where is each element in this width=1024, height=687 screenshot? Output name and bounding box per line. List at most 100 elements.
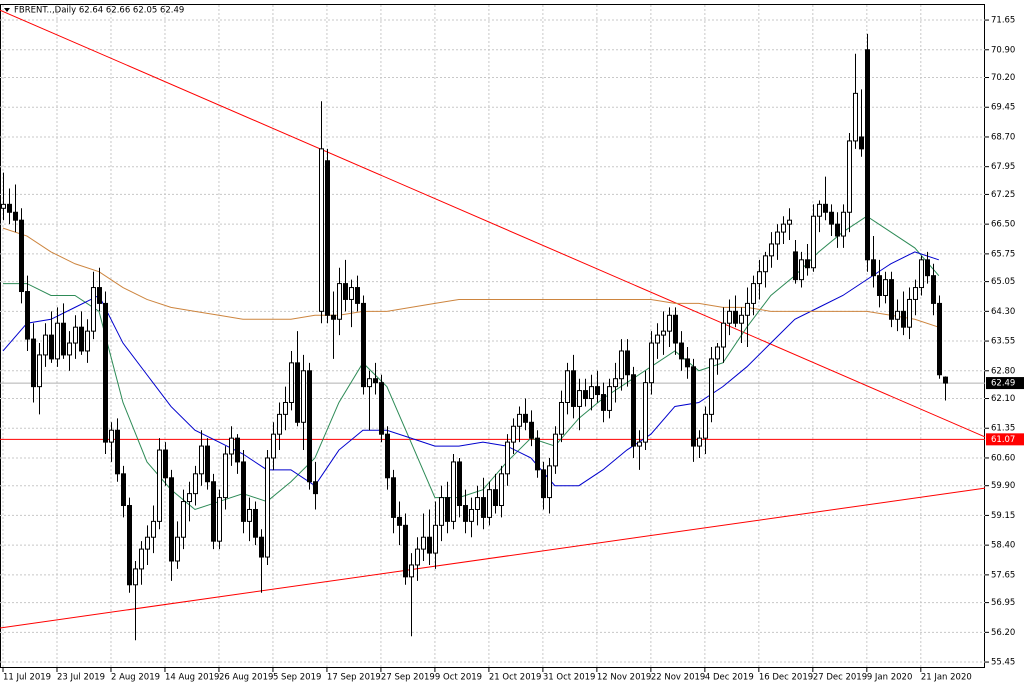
candle-body (475, 497, 480, 510)
candle-body (709, 358, 714, 415)
candle-body (229, 437, 234, 455)
x-tick-label: 27 Dec 2019 (813, 673, 867, 683)
level-label: 61.07 (991, 435, 1015, 445)
candle-body (679, 342, 684, 360)
y-tick-label: 56.95 (991, 598, 1015, 608)
candle-body (247, 508, 252, 522)
candle-body (583, 390, 588, 400)
candle-body (403, 524, 408, 578)
candle-body (925, 259, 930, 277)
candle-body (613, 378, 618, 388)
candle-body (313, 481, 318, 495)
candle-body (301, 370, 306, 423)
candle-body (913, 287, 918, 300)
y-tick-label: 64.30 (991, 307, 1015, 317)
candle-body (535, 437, 540, 471)
candle-body (889, 279, 894, 320)
candle-body (847, 140, 852, 213)
candle-body (655, 334, 660, 344)
y-tick-label: 62.10 (991, 394, 1015, 404)
candle-body (571, 370, 576, 407)
x-tick-label: 21 Oct 2019 (489, 673, 542, 683)
candle-body (511, 425, 516, 443)
candle-body (55, 322, 60, 360)
candle-body (91, 287, 96, 332)
candle-body (223, 453, 228, 499)
x-tick-label: 27 Sep 2019 (381, 673, 435, 683)
y-tick-label: 67.95 (991, 162, 1015, 172)
candle-body (73, 326, 78, 344)
candle-body (385, 433, 390, 479)
candle-body (397, 516, 402, 526)
x-tick-label: 11 Jul 2019 (3, 673, 51, 683)
y-tick-label: 58.40 (991, 541, 1015, 551)
candle-body (217, 497, 222, 542)
candle-body (751, 283, 756, 304)
candle-body (865, 49, 870, 261)
candle-body (37, 354, 42, 388)
x-tick-label: 14 Aug 2019 (165, 673, 219, 683)
candle-body (781, 223, 786, 233)
candle-body (517, 413, 522, 427)
candle-body (907, 298, 912, 328)
candle-body (355, 287, 360, 304)
candle-body (235, 437, 240, 463)
candle-body (145, 536, 150, 550)
candle-body (577, 390, 582, 407)
candle-body (253, 508, 258, 538)
trendline (0, 487, 986, 629)
candle-body (199, 445, 204, 475)
candle-body (661, 330, 666, 336)
candle-body (673, 314, 678, 344)
candle-body (631, 374, 636, 447)
candle-body (463, 505, 468, 522)
candle-body (481, 497, 486, 518)
x-tick-label: 21 Jan 2020 (921, 673, 972, 683)
candle-body (559, 401, 564, 435)
candle-body (589, 386, 594, 400)
candle-body (529, 421, 534, 439)
moving-average (2, 227, 939, 328)
candle-body (799, 259, 804, 281)
candle-body (721, 322, 726, 348)
candle-body (67, 342, 72, 356)
candle-body (259, 536, 264, 558)
candle-body (445, 497, 450, 522)
y-tick-label: 61.35 (991, 424, 1015, 434)
x-tick-label: 9 Oct 2019 (435, 673, 482, 683)
candle-body (421, 536, 426, 550)
candle-body (25, 291, 30, 340)
candle-body (937, 302, 942, 376)
candle-body (319, 148, 324, 312)
candle-body (139, 548, 144, 570)
candle-body (787, 219, 792, 225)
candle-body (307, 370, 312, 483)
candle-body (337, 283, 342, 320)
y-tick-label: 62.80 (991, 366, 1015, 376)
y-tick-label: 70.90 (991, 45, 1015, 55)
candle-body (85, 330, 90, 352)
candle-body (451, 461, 456, 522)
candle-body (271, 433, 276, 459)
candle-body (265, 457, 270, 558)
candle-body (379, 382, 384, 435)
candle-body (775, 231, 780, 245)
candle-body (373, 378, 378, 384)
plot-frame (0, 4, 985, 668)
candle-body (415, 548, 420, 566)
candle-body (625, 350, 630, 376)
candle-body (109, 429, 114, 443)
candle-body (757, 271, 762, 285)
y-tick-label: 66.50 (991, 220, 1015, 230)
candle-body (871, 259, 876, 277)
menu-arrow (4, 8, 10, 12)
y-tick-label: 68.70 (991, 132, 1015, 142)
candle-body (691, 366, 696, 447)
candle-body (493, 489, 498, 507)
x-tick-label: 4 Dec 2019 (705, 673, 754, 683)
candle-body (289, 362, 294, 403)
candle-body (349, 287, 354, 300)
candle-body (277, 413, 282, 435)
x-tick-label: 17 Sep 2019 (327, 673, 381, 683)
candle-body (13, 211, 18, 221)
